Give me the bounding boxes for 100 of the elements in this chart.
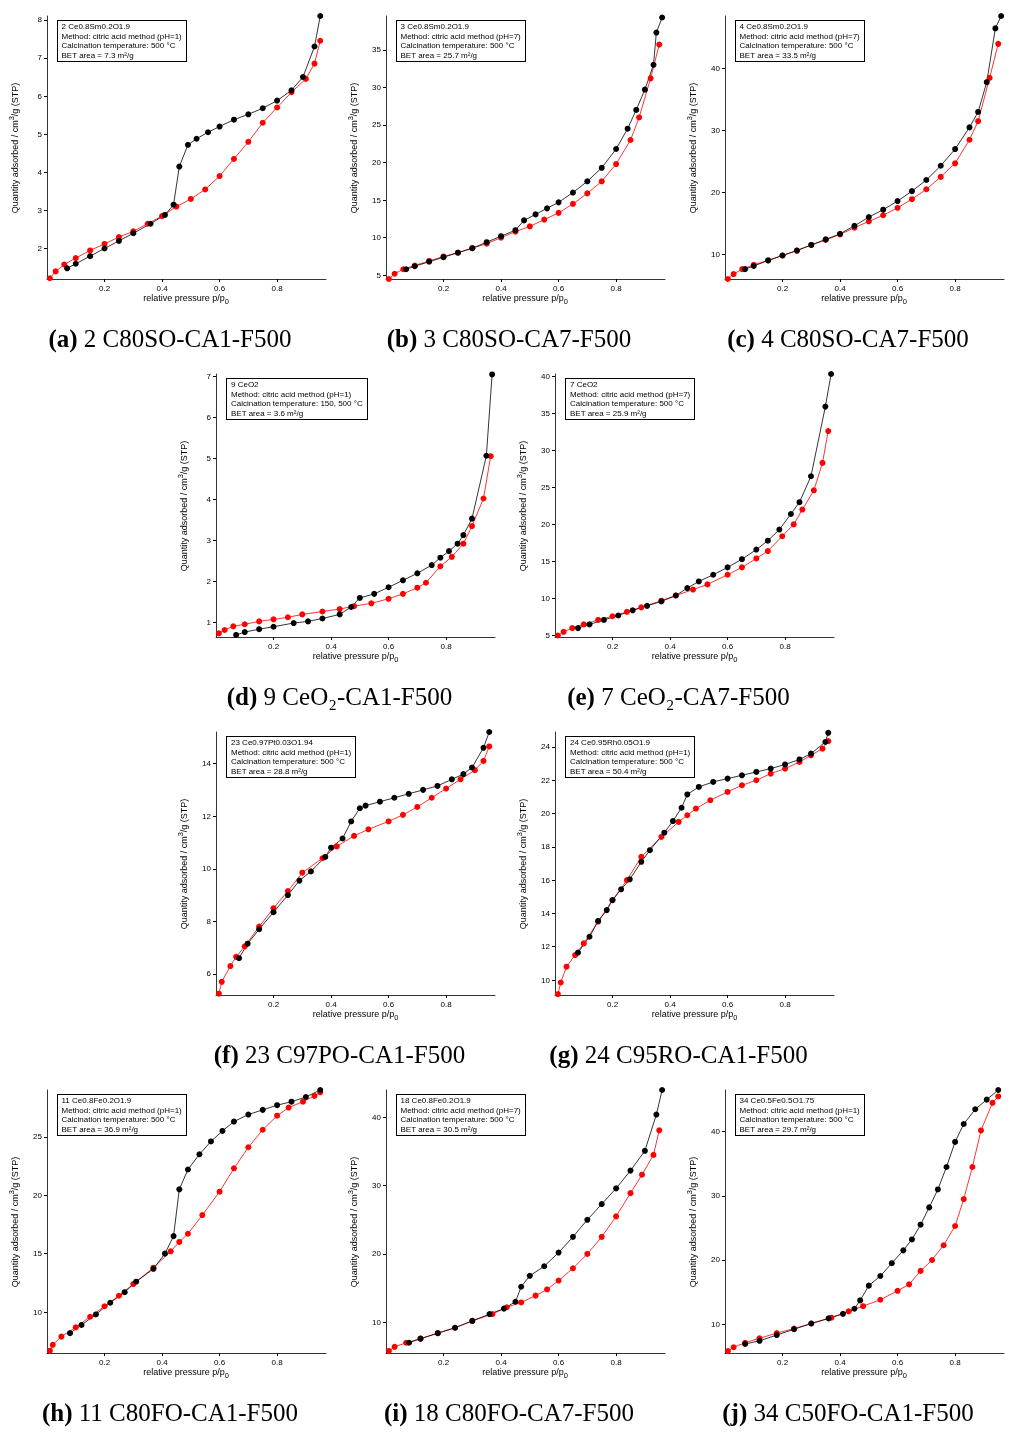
x-tick-label: 0.6 <box>722 641 734 651</box>
y-tick-label: 25 <box>371 120 382 130</box>
text: (g) 24 C95RO-CA1-F500 <box>548 1041 809 1069</box>
y-tick-label: 6 <box>37 91 43 101</box>
y-tick-label: 30 <box>371 1181 382 1191</box>
x-axis-title: relative pressure p/p$_{0}$ <box>650 1009 739 1022</box>
annotation: BET area = 29.7 m²/g <box>739 1124 818 1134</box>
x-axis-title: relative pressure p/p$_{0}$ <box>481 293 569 306</box>
annotation: Calcination temperature: 500 °C <box>570 399 685 409</box>
annotation: 11 Ce0.8Fe0.2O1.9 <box>61 1096 133 1106</box>
y-tick-label: 14 <box>541 908 551 918</box>
annotation: Calcination temperature: 500 °C <box>61 1115 177 1125</box>
annotation: Method: citric acid method (pH=7) <box>400 1105 521 1115</box>
annotation: BET area = 28.8 m²/g <box>231 766 309 776</box>
x-tick-label: 0.4 <box>325 999 338 1009</box>
y-tick-label: 5 <box>206 453 212 463</box>
x-axis-title: relative pressure p/p$_{0}$ <box>481 1367 569 1380</box>
y-tick-label: 35 <box>371 45 382 55</box>
y-tick-label: 10 <box>541 975 551 985</box>
y-tick-label: 12 <box>541 942 551 952</box>
x-axis-title: relative pressure p/p$_{0}$ <box>820 1367 908 1380</box>
y-tick-label: 20 <box>371 1249 382 1259</box>
annotation: 9 CeO2 <box>231 380 260 390</box>
y-tick-label: 7 <box>37 53 43 63</box>
annotation: BET area = 36.9 m²/g <box>61 1124 140 1134</box>
text: (f) 23 C97PO-CA1-F500 <box>212 1041 467 1069</box>
annotation: Method: citric acid method (pH=7) <box>570 389 691 399</box>
annotation: Method: citric acid method (pH=7) <box>739 31 860 41</box>
annotation: 24 Ce0.95Rh0.05O1.9 <box>570 738 652 748</box>
y-tick-label: 4 <box>206 494 212 504</box>
y-tick-label: 6 <box>206 412 212 422</box>
x-tick-label: 0.6 <box>213 283 226 293</box>
annotation: Method: citric acid method (pH=1) <box>570 747 691 757</box>
annotation: BET area = 30.5 m²/g <box>400 1124 479 1134</box>
x-tick-label: 0.2 <box>776 1357 789 1367</box>
x-tick-label: 0.8 <box>949 1357 961 1367</box>
y-tick-label: 16 <box>541 875 551 885</box>
x-tick-label: 0.8 <box>949 283 961 293</box>
y-tick-label: 10 <box>710 1319 721 1329</box>
y-tick-label: 8 <box>37 15 43 25</box>
x-tick-label: 0.8 <box>779 999 792 1009</box>
x-tick-label: 0.6 <box>722 999 734 1009</box>
annotation: Calcination temperature: 500 °C <box>570 757 685 767</box>
x-tick-label: 0.4 <box>664 641 677 651</box>
annotation: Calcination temperature: 500 °C <box>400 1115 516 1125</box>
x-tick-label: 0.4 <box>833 283 846 293</box>
y-tick-label: 20 <box>541 519 551 529</box>
text: (i) 18 C80FO-CA7-F500 <box>383 1399 635 1427</box>
y-tick-label: 40 <box>371 1112 382 1122</box>
x-tick-label: 0.2 <box>98 1357 111 1367</box>
text: (d) 9 CeO₂-CA1-F500 <box>225 683 454 711</box>
x-tick-label: 0.8 <box>610 283 622 293</box>
annotation: 23 Ce0.97Pt0.03O1.94 <box>231 738 314 748</box>
annotation: 34 Ce0.5Fe0.5O1.75 <box>739 1096 816 1106</box>
x-tick-label: 0.8 <box>271 283 283 293</box>
x-tick-label: 0.6 <box>891 283 904 293</box>
annotation: Calcination temperature: 150, 500 °C <box>231 399 363 409</box>
y-tick-label: 10 <box>371 1317 382 1327</box>
annotation: 2 Ce0.8Sm0.2O1.9 <box>61 22 131 32</box>
y-tick-label: 35 <box>541 408 551 418</box>
text: (c) 4 C80SO-CA7-F500 <box>726 325 970 353</box>
y-tick-label: 18 <box>541 842 551 852</box>
y-tick-label: 5 <box>376 270 382 280</box>
y-tick-label: 24 <box>541 742 551 752</box>
x-tick-label: 0.4 <box>494 283 507 293</box>
annotation: Calcination temperature: 500 °C <box>61 41 177 51</box>
annotation: 18 Ce0.8Fe0.2O1.9 <box>400 1096 472 1106</box>
annotation: Method: citric acid method (pH=7) <box>400 31 521 41</box>
y-tick-label: 7 <box>206 371 212 381</box>
annotation: Calcination temperature: 500 °C <box>400 41 516 51</box>
x-tick-label: 0.6 <box>552 283 565 293</box>
y-tick-label: 22 <box>541 775 551 785</box>
x-tick-label: 0.8 <box>779 641 792 651</box>
x-tick-label: 0.4 <box>664 999 677 1009</box>
x-tick-label: 0.2 <box>606 641 619 651</box>
annotation: BET area = 7.3 m²/g <box>61 50 135 60</box>
y-tick-label: 20 <box>710 187 721 197</box>
x-axis-title: relative pressure p/p$_{0}$ <box>820 293 908 306</box>
y-tick-label: 40 <box>541 371 551 381</box>
y-tick-label: 8 <box>206 916 212 926</box>
y-tick-label: 12 <box>202 811 212 821</box>
x-tick-label: 0.6 <box>213 1357 226 1367</box>
text: (j) 34 C50FO-CA1-F500 <box>721 1399 975 1427</box>
annotation: 3 Ce0.8Sm0.2O1.9 <box>400 22 470 32</box>
y-tick-label: 40 <box>710 64 721 74</box>
y-tick-label: 20 <box>710 1255 721 1265</box>
y-tick-label: 2 <box>37 244 43 254</box>
x-tick-label: 0.4 <box>325 641 338 651</box>
x-axis-title: relative pressure p/p$_{0}$ <box>142 293 230 306</box>
annotation: Method: citric acid method (pH=1) <box>739 1105 860 1115</box>
annotation: Method: citric acid method (pH=1) <box>61 1105 182 1115</box>
y-tick-label: 10 <box>710 249 721 259</box>
x-tick-label: 0.8 <box>271 1357 283 1367</box>
annotation: BET area = 25.9 m²/g <box>570 408 648 418</box>
x-tick-label: 0.2 <box>437 1357 450 1367</box>
x-tick-label: 0.8 <box>610 1357 622 1367</box>
y-tick-label: 25 <box>32 1132 43 1142</box>
annotation: BET area = 3.6 m²/g <box>231 408 305 418</box>
y-tick-label: 5 <box>37 129 43 139</box>
y-tick-label: 30 <box>710 125 721 135</box>
